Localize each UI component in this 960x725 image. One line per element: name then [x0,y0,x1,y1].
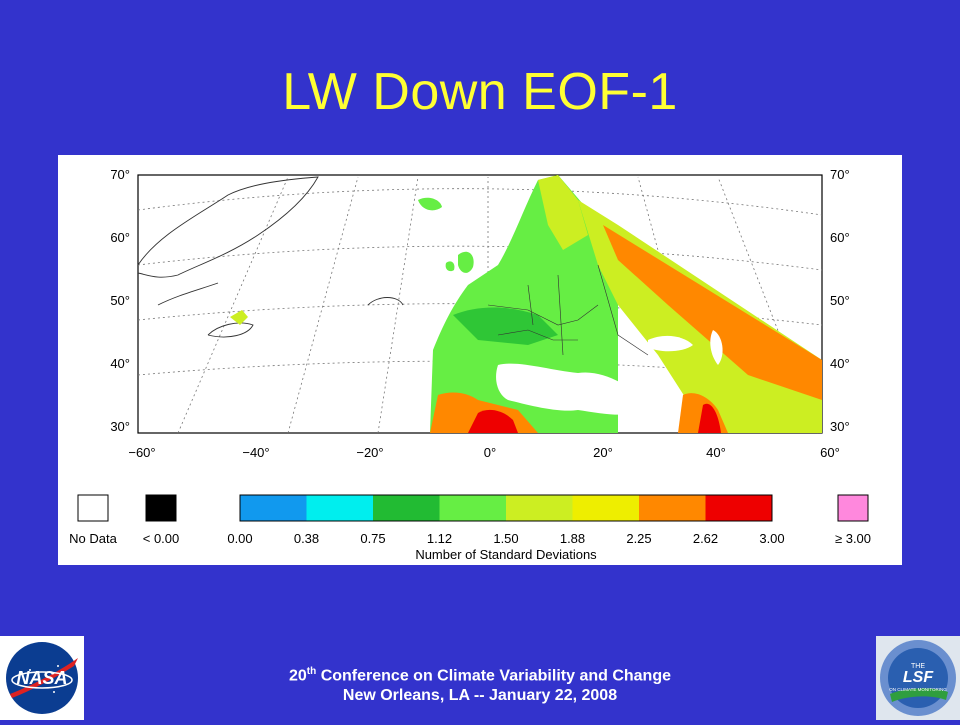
slide-footer: 20th Conference on Climate Variability a… [200,662,760,706]
lon-label: 40° [706,445,726,460]
lsf-logo-main-text: LSF [903,669,934,686]
legend-color-segment [373,495,440,521]
lsf-logo-icon: THE LSF ON CLIMATE MONITORING [880,640,956,716]
legend-color-segment [572,495,639,521]
legend-color-segment [306,495,373,521]
lat-label: 40° [110,356,130,371]
legend-tick-label: 2.62 [693,531,718,546]
legend-bar-outline [239,494,773,522]
north-atlantic-coastlines [137,176,404,338]
lon-label: 60° [820,445,840,460]
lat-label: 50° [830,293,850,308]
legend-color-segment [439,495,506,521]
lon-label: 0° [484,445,496,460]
legend-color-segment [240,495,307,521]
legend-tick-label: 3.00 [759,531,784,546]
legend-tick-label: 2.25 [626,531,651,546]
lon-label: 20° [593,445,613,460]
lat-label: 40° [830,356,850,371]
lsf-logo-top-text: THE [911,663,925,670]
eof-data-field [418,175,822,433]
nasa-logo-icon: NASA [6,642,78,714]
legend-color-segment [705,495,772,521]
lat-label: 60° [110,230,130,245]
above-max-swatch [837,494,869,522]
no-data-label: No Data [69,531,117,546]
lat-label: 50° [110,293,130,308]
lat-label: 30° [830,419,850,434]
lsf-logo-sub-text: ON CLIMATE MONITORING [889,687,947,692]
legend-tick-label: 1.50 [493,531,518,546]
lsf-logo: THE LSF ON CLIMATE MONITORING [876,636,960,720]
legend-tick-label: 1.12 [427,531,452,546]
lat-label: 70° [110,167,130,182]
lat-label: 30° [110,419,130,434]
no-data-swatch [77,494,109,522]
lon-label: −20° [356,445,383,460]
lon-labels: −60° −40° −20° 0° 20° 40° 60° [128,445,839,460]
eof-map-svg: 70° 60° 50° 40° 30° 70° 60° 50° 40° 30° … [69,167,871,562]
location-date-line: New Orleans, LA -- January 22, 2008 [342,687,618,705]
conference-line: 20th Conference on Climate Variability a… [200,662,760,686]
slide-title: LW Down EOF-1 [282,63,678,121]
below-zero-swatch [145,494,177,522]
below-zero-label: < 0.00 [143,531,180,546]
legend-axis-title: Number of Standard Deviations [415,547,597,562]
legend-color-bar [240,495,772,521]
lat-labels-left: 70° 60° 50° 40° 30° [110,167,130,434]
conference-name: Conference on Climate Variability and Ch… [316,667,671,685]
nasa-logo-text: NASA [16,668,67,688]
lon-label: −60° [128,445,155,460]
above-max-label: ≥ 3.00 [835,531,871,546]
legend-color-segment [506,495,573,521]
color-legend: No Data < 0.00 ≥ 3.00 0.00 0.38 0.75 1.12 1.… [69,494,871,562]
lon-label: −40° [242,445,269,460]
nasa-logo: NASA [0,636,84,720]
legend-tick-label: 0.38 [294,531,319,546]
legend-tick-label: 0.00 [227,531,252,546]
lat-label: 70° [830,167,850,182]
eof-map-figure: 70° 60° 50° 40° 30° 70° 60° 50° 40° 30° … [58,155,902,565]
legend-tick-label: 1.88 [560,531,585,546]
legend-tick-label: 0.75 [360,531,385,546]
lat-label: 60° [830,230,850,245]
newfoundland-patch [230,310,248,325]
legend-color-segment [639,495,706,521]
conference-ordinal: 20 [289,667,307,685]
lat-labels-right: 70° 60° 50° 40° 30° [830,167,850,434]
conference-ordinal-suffix: th [306,666,317,677]
